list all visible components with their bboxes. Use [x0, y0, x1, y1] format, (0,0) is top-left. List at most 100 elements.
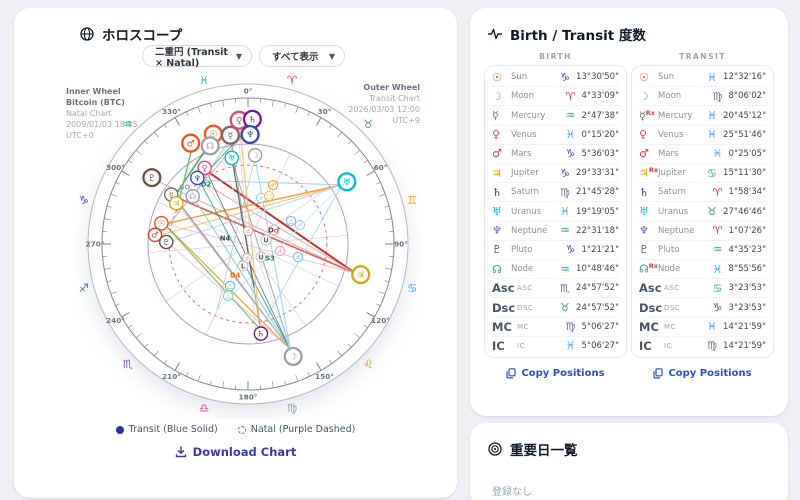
pluto-icon: ♇ [492, 243, 502, 257]
aspect-line [254, 157, 291, 351]
sign-aqu-icon: ♒ [560, 224, 570, 238]
sign-cap-icon: ♑ [560, 70, 570, 84]
transit-mars-icon [181, 133, 201, 153]
svg-text:♅: ♅ [343, 178, 351, 188]
copy-birth-positions-button[interactable]: Copy Positions [484, 368, 627, 379]
globe-icon [80, 27, 94, 41]
natal-moon-icon [247, 147, 263, 163]
horoscope-wheel-chart: 0° 30° 60° 90° 120° 150° 180° 210° 240° 270° 300° 3… [79, 73, 418, 415]
svg-text:☉: ☉ [209, 130, 217, 140]
sign-vir-icon: ♍ [707, 339, 717, 353]
angle-row-ic: IC IC ♓ 5°06'27" [492, 337, 619, 355]
sign-ari-icon: ♈ [712, 224, 723, 238]
horoscope-card: ホロスコープ 二重円 (Transit × Natal) ▼ すべて表示 ▼ I… [14, 8, 457, 498]
degree-value: 5°06'27" [581, 340, 619, 351]
sign-ari-icon: ♈ [565, 89, 576, 103]
transit-neptune-icon [240, 124, 260, 145]
planet-name: Mercury [511, 110, 546, 121]
sign-pis-icon: ♓ [707, 109, 717, 122]
sign-vir-icon: ♍ [565, 320, 576, 334]
venus-icon: ♀ [639, 128, 648, 142]
mercury-icon: ☿ [492, 109, 499, 122]
sign-cap-icon: ♑ [712, 301, 723, 315]
chart-type-select[interactable]: 二重円 (Transit × Natal) ▼ [142, 45, 252, 69]
sign-pis-icon: ♓ [712, 147, 723, 161]
uranus-icon: ♅ [639, 205, 649, 219]
angle-big-label: IC [639, 338, 652, 353]
aspect-line [213, 136, 291, 351]
wheel-label: D4 [230, 271, 241, 279]
aspect-line [158, 123, 253, 236]
sign-tau-icon: ♉ [560, 301, 570, 315]
angle-big-label: Asc [492, 281, 515, 296]
jupiter-icon: ♃ [492, 166, 502, 180]
transit-jupiter-icon [351, 265, 371, 285]
natal-jupiter-icon [168, 195, 184, 211]
angle-big-label: Dsc [639, 300, 663, 315]
planet-row-mercury: ☿Rx Mercury ♓ 20°45'12" [639, 106, 766, 126]
aspect-marker: ☍ [270, 182, 276, 189]
planet-row-uranus: ♅ Uranus ♓ 19°19'05" [492, 202, 619, 222]
planet-row-node: ☊ Node ♒ 10°48'46" [492, 260, 619, 280]
aspect-line [205, 169, 357, 275]
sign-cap-icon: ♑ [565, 147, 576, 161]
download-chart-button[interactable]: Download Chart [14, 445, 457, 459]
activity-pulse-icon [488, 28, 502, 40]
natal-venus-icon [197, 160, 212, 176]
degree-value: 4°35'23" [728, 244, 766, 255]
aspect-line [163, 184, 343, 225]
copy-transit-positions-button[interactable]: Copy Positions [631, 368, 774, 379]
transit-positions-table: ☉ Sun ♓ 12°32'16" ☽ Moon ♍ 8°06'02" ☿Rx Merc… [631, 65, 774, 358]
svg-text:♆: ♆ [194, 174, 201, 183]
natal-neptune-icon [190, 170, 205, 186]
positions-title-text: Birth / Transit 度数 [510, 28, 646, 44]
planet-name: Venus [658, 129, 684, 140]
copy-icon [653, 368, 664, 379]
sign-aqu-icon: ♒ [565, 109, 576, 122]
degree-label: 210° [162, 372, 181, 381]
horoscope-title-text: ホロスコープ [102, 28, 183, 44]
aspect-line [192, 195, 291, 351]
display-filter-value: すべて表示 [272, 52, 319, 63]
aspect-marker: ☌ [246, 228, 250, 235]
zodiac-aquarius-icon: ♒ [123, 117, 133, 131]
outer-wheel-info: Outer Wheel Transit Chart 2026/03/03 12:… [348, 83, 420, 125]
svg-text:☿: ☿ [169, 190, 174, 199]
transit-uranus-icon [337, 172, 357, 192]
legend-item: Natal (Purple Dashed) [237, 424, 355, 435]
jupiter-icon: ♃Rx [639, 166, 659, 180]
neptune-icon: ♆ [639, 224, 649, 238]
chart-type-value: 二重円 (Transit × Natal) [155, 46, 228, 69]
copy-transit-label: Copy Positions [668, 368, 752, 379]
planet-row-moon: ☽ Moon ♈ 4°33'09" [492, 87, 619, 107]
angle-small-label: IC [664, 341, 672, 350]
planet-name: Jupiter [658, 168, 686, 179]
planet-name: Neptune [511, 225, 548, 236]
angle-row-asc: Asc ASC ♋ 3°23'53" [639, 279, 766, 299]
positions-card: Birth / Transit 度数 BIRTH TRANSIT ☉ Sun ♑ … [470, 8, 788, 416]
transit-node-icon [200, 136, 220, 156]
svg-text:☉: ☉ [158, 219, 165, 228]
aspect-marker: △ [289, 218, 294, 225]
planet-name: Node [511, 264, 534, 275]
aspect-line [163, 223, 261, 330]
angle-small-label: MC [664, 322, 676, 331]
aspect-marker: ☌ [245, 255, 249, 262]
degree-value: 19°19'05" [576, 206, 619, 217]
angle-row-mc: MC MC ♓ 14°21'59" [639, 318, 766, 337]
birth-positions-table: ☉ Sun ♑ 13°30'50" ☽ Moon ♈ 4°33'09" ☿ Mercur… [484, 65, 627, 358]
angle-small-label: IC [517, 341, 525, 350]
saturn-icon: ♄ [492, 185, 502, 199]
aspect-line [177, 145, 194, 206]
degree-value: 3°23'53" [728, 283, 766, 294]
aspect-line [216, 157, 256, 311]
display-filter-select[interactable]: すべて表示 ▼ [259, 45, 345, 67]
degree-value: 20°45'12" [723, 110, 766, 121]
sign-cap-icon: ♑ [565, 243, 576, 257]
svg-text:♀: ♀ [236, 116, 243, 126]
transit-moon-icon [283, 346, 303, 366]
angle-row-asc: Asc ASC ♏ 24°57'52" [492, 279, 619, 299]
svg-text:♆: ♆ [246, 131, 254, 141]
zodiac-pisces-icon: ♓ [199, 73, 209, 87]
